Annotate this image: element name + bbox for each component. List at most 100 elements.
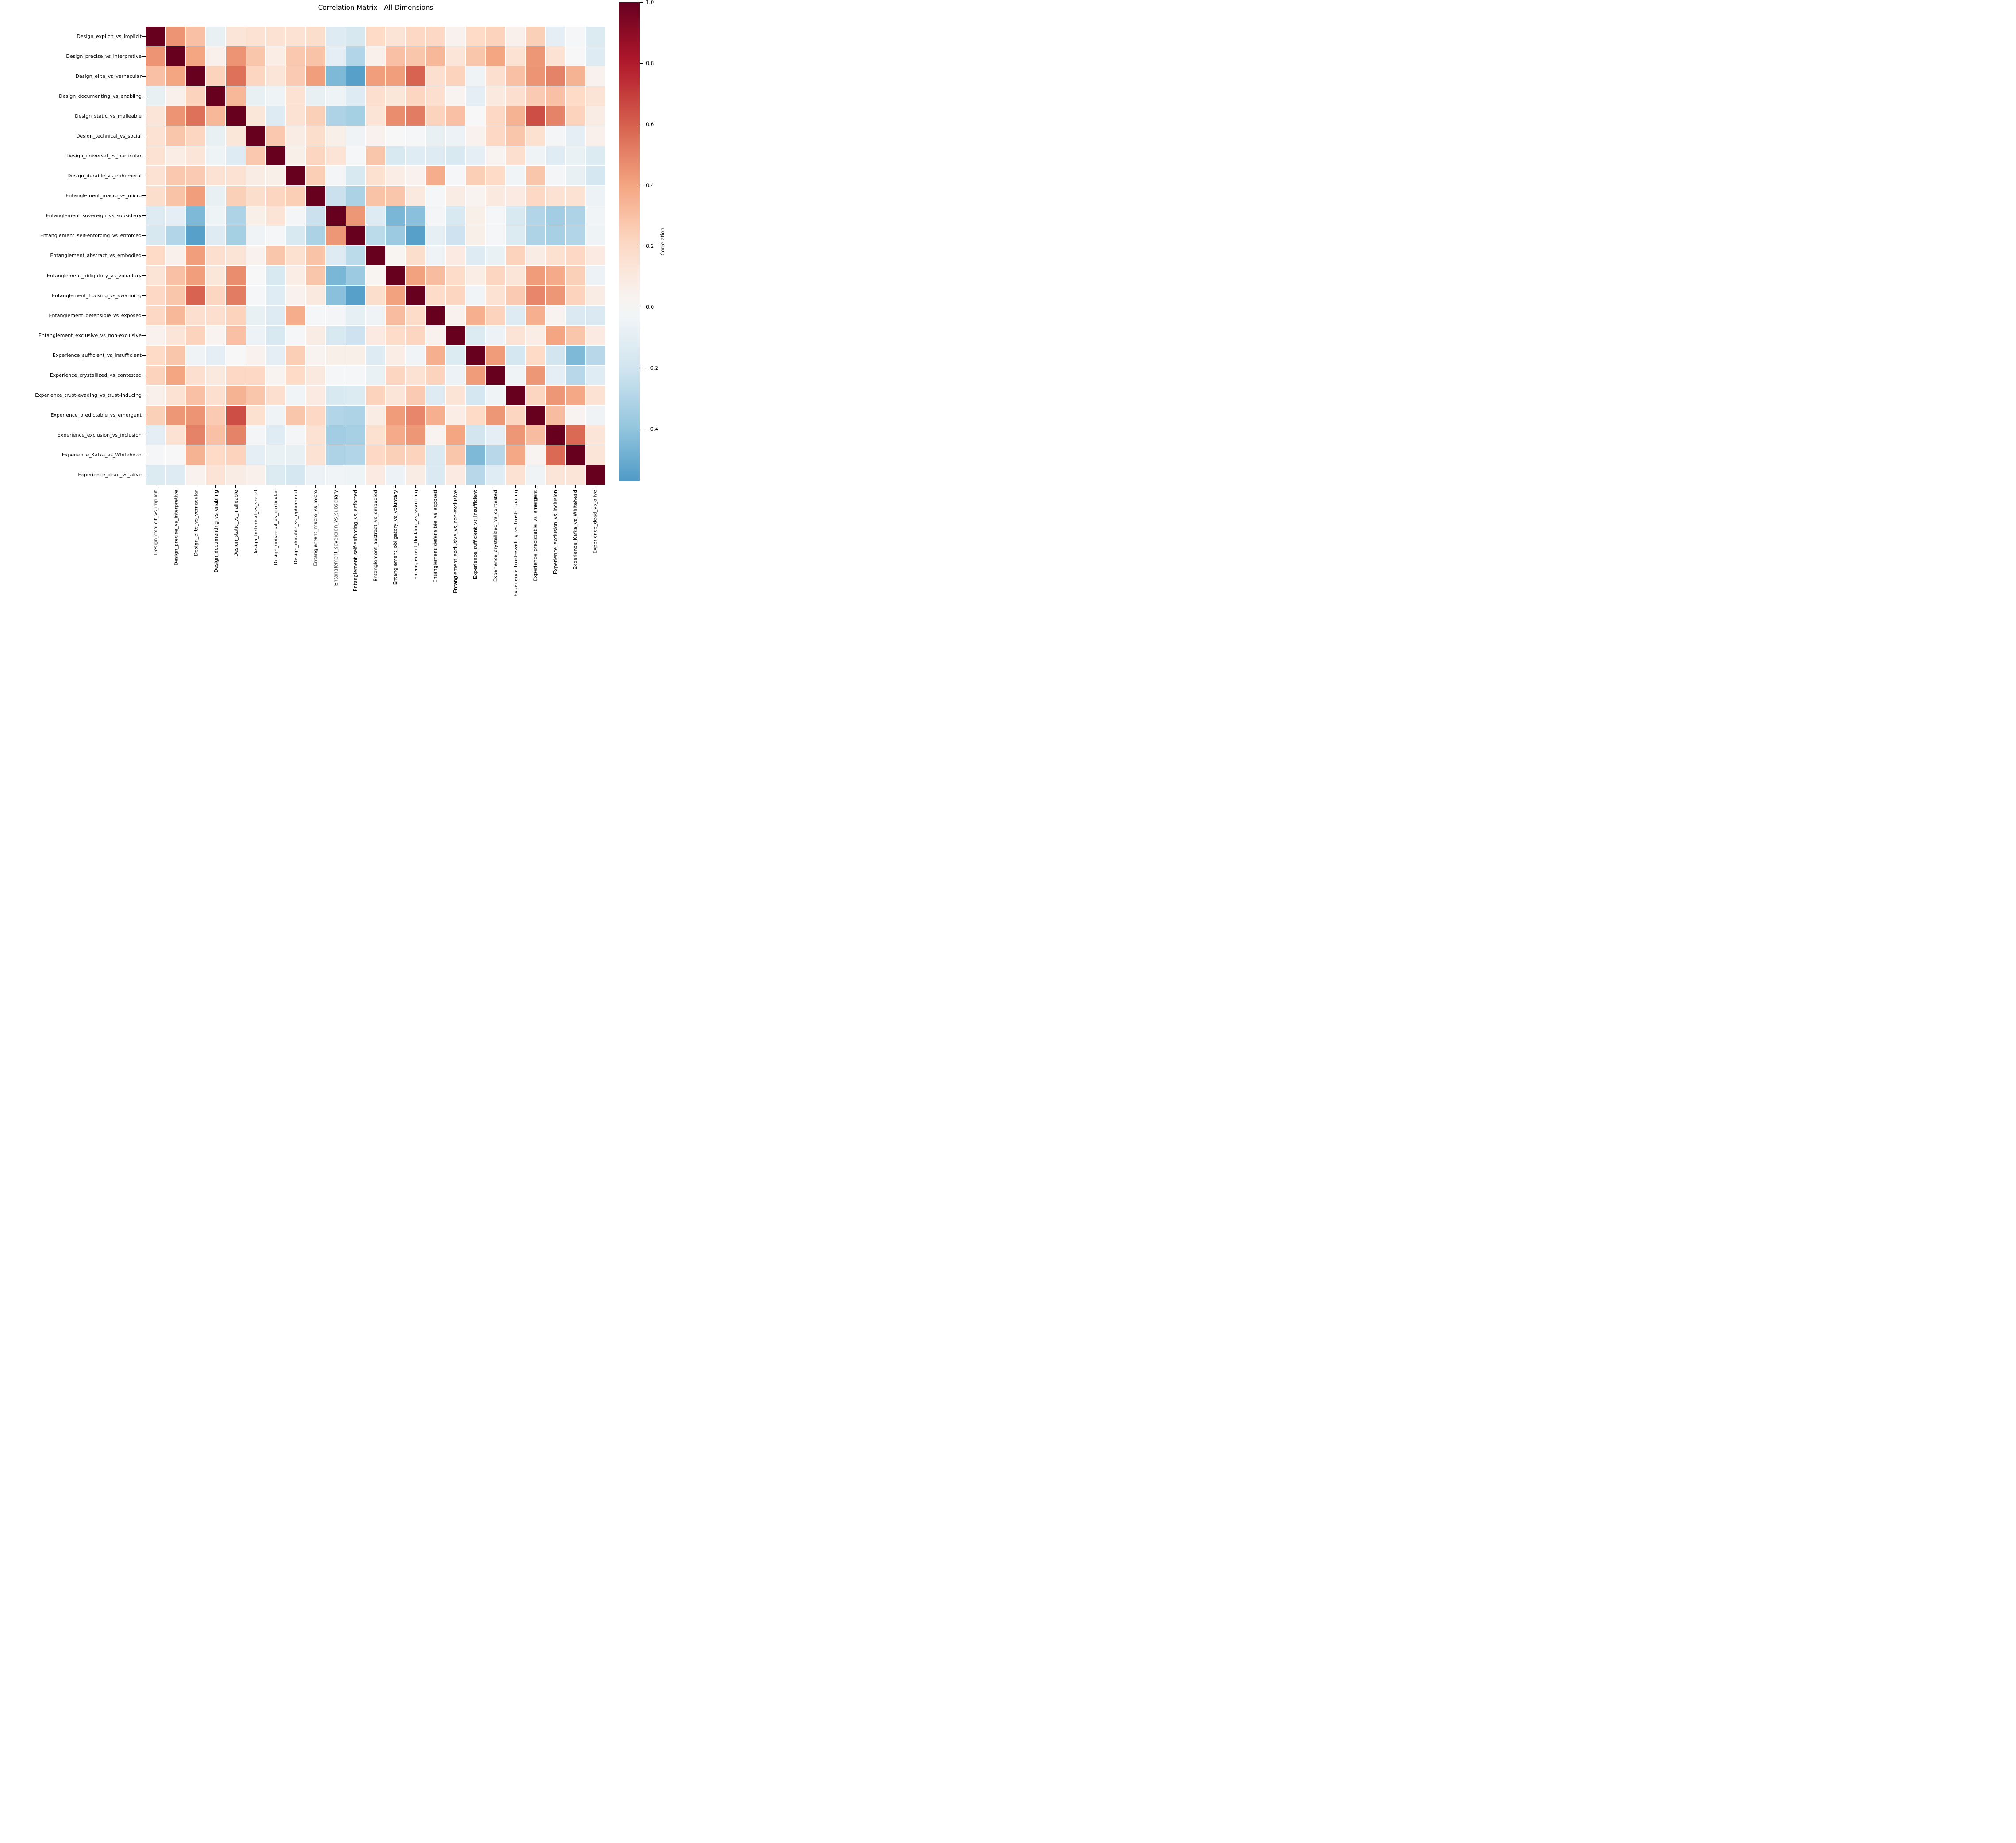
heatmap-cell: [406, 445, 426, 465]
heatmap-cell: [166, 465, 185, 485]
heatmap-cell: [246, 425, 265, 445]
heatmap-cell: [466, 425, 485, 445]
heatmap-cell: [286, 286, 306, 306]
heatmap-cell: [266, 166, 285, 186]
heatmap-cell: [366, 246, 385, 265]
heatmap-cell: [586, 425, 605, 445]
heatmap-cell: [226, 226, 246, 245]
heatmap-cell: [506, 166, 526, 186]
heatmap-cell: [445, 465, 465, 485]
heatmap-cell: [486, 86, 506, 106]
heatmap-cell: [566, 365, 585, 385]
y-axis-label: Experience_Kafka_vs_Whitehead: [61, 452, 142, 458]
heatmap-cell: [386, 186, 406, 206]
heatmap-cell: [545, 246, 565, 265]
colorbar-label: Correlation: [660, 227, 666, 256]
heatmap-cell: [566, 27, 585, 46]
heatmap-cell: [146, 186, 165, 206]
heatmap-cell: [386, 166, 406, 186]
heatmap-cell: [266, 86, 285, 106]
heatmap-cell: [486, 385, 506, 405]
y-axis-label: Experience_trust-evading_vs_trust-induci…: [35, 392, 142, 398]
y-axis-tick: [142, 195, 146, 196]
colorbar-tick-label: 0.0: [646, 304, 654, 310]
heatmap-cell: [226, 425, 246, 445]
heatmap-cell: [366, 445, 385, 465]
heatmap-cell: [545, 46, 565, 66]
heatmap-cell: [146, 226, 165, 245]
heatmap-cell: [286, 405, 306, 425]
heatmap-cell: [306, 206, 326, 226]
heatmap-cell: [486, 425, 506, 445]
heatmap-cell: [246, 27, 265, 46]
y-axis-label: Entanglement_macro_vs_micro: [65, 193, 142, 199]
heatmap-cell: [445, 46, 465, 66]
heatmap-cell: [286, 246, 306, 265]
heatmap-cell: [586, 106, 605, 126]
heatmap-cell: [466, 226, 485, 245]
heatmap-cell: [246, 306, 265, 326]
x-axis-tick: [355, 485, 356, 488]
heatmap-cell: [586, 46, 605, 66]
heatmap-cell: [266, 146, 285, 166]
heatmap-cell: [286, 465, 306, 485]
heatmap-cell: [206, 106, 226, 126]
heatmap-cell: [266, 445, 285, 465]
heatmap-cell: [545, 186, 565, 206]
heatmap-cell: [406, 266, 426, 285]
heatmap-cell: [466, 405, 485, 425]
heatmap-cell: [166, 345, 185, 365]
x-axis-label: Entanglement_flocking_vs_swarming: [412, 490, 419, 580]
heatmap-cell: [246, 66, 265, 86]
heatmap-cell: [346, 27, 365, 46]
heatmap-cell: [386, 86, 406, 106]
heatmap-cell: [226, 385, 246, 405]
heatmap-cell: [186, 286, 206, 306]
heatmap-cell: [186, 166, 206, 186]
y-axis-label: Experience_crystallized_vs_contested: [50, 372, 142, 378]
heatmap-cell: [146, 306, 165, 326]
heatmap-cell: [526, 465, 545, 485]
heatmap-cell: [226, 27, 246, 46]
y-axis-tick: [142, 275, 146, 276]
heatmap-cell: [186, 405, 206, 425]
heatmap-cell: [445, 326, 465, 345]
heatmap-cell: [306, 146, 326, 166]
heatmap-cell: [406, 86, 426, 106]
heatmap-cell: [366, 306, 385, 326]
heatmap-cell: [326, 106, 346, 126]
heatmap-cell: [306, 86, 326, 106]
heatmap-cell: [166, 126, 185, 146]
heatmap-cell: [226, 146, 246, 166]
heatmap-cell: [386, 345, 406, 365]
y-axis-label: Design_elite_vs_vernacular: [75, 73, 142, 80]
heatmap-cell: [346, 326, 365, 345]
heatmap-cell: [545, 425, 565, 445]
heatmap-cell: [266, 326, 285, 345]
heatmap-cell: [545, 405, 565, 425]
heatmap-cell: [486, 146, 506, 166]
heatmap-cell: [486, 326, 506, 345]
heatmap-cell: [566, 266, 585, 285]
heatmap-cell: [286, 385, 306, 405]
heatmap-cell: [486, 306, 506, 326]
heatmap-cell: [226, 345, 246, 365]
heatmap-cell: [286, 445, 306, 465]
heatmap-cell: [166, 106, 185, 126]
heatmap-cell: [426, 286, 445, 306]
heatmap-cell: [166, 206, 185, 226]
heatmap-cell: [246, 166, 265, 186]
heatmap-cell: [286, 186, 306, 206]
heatmap-cell: [206, 465, 226, 485]
y-axis-label: Entanglement_abstract_vs_embodied: [50, 253, 142, 259]
y-axis-tick: [142, 235, 146, 236]
heatmap-cell: [286, 365, 306, 385]
x-axis-tick: [395, 485, 396, 488]
heatmap-cell: [306, 326, 326, 345]
heatmap-cell: [386, 266, 406, 285]
heatmap-cell: [246, 46, 265, 66]
heatmap-cell: [266, 66, 285, 86]
heatmap-cell: [266, 365, 285, 385]
heatmap-cell: [306, 106, 326, 126]
heatmap-cell: [586, 405, 605, 425]
